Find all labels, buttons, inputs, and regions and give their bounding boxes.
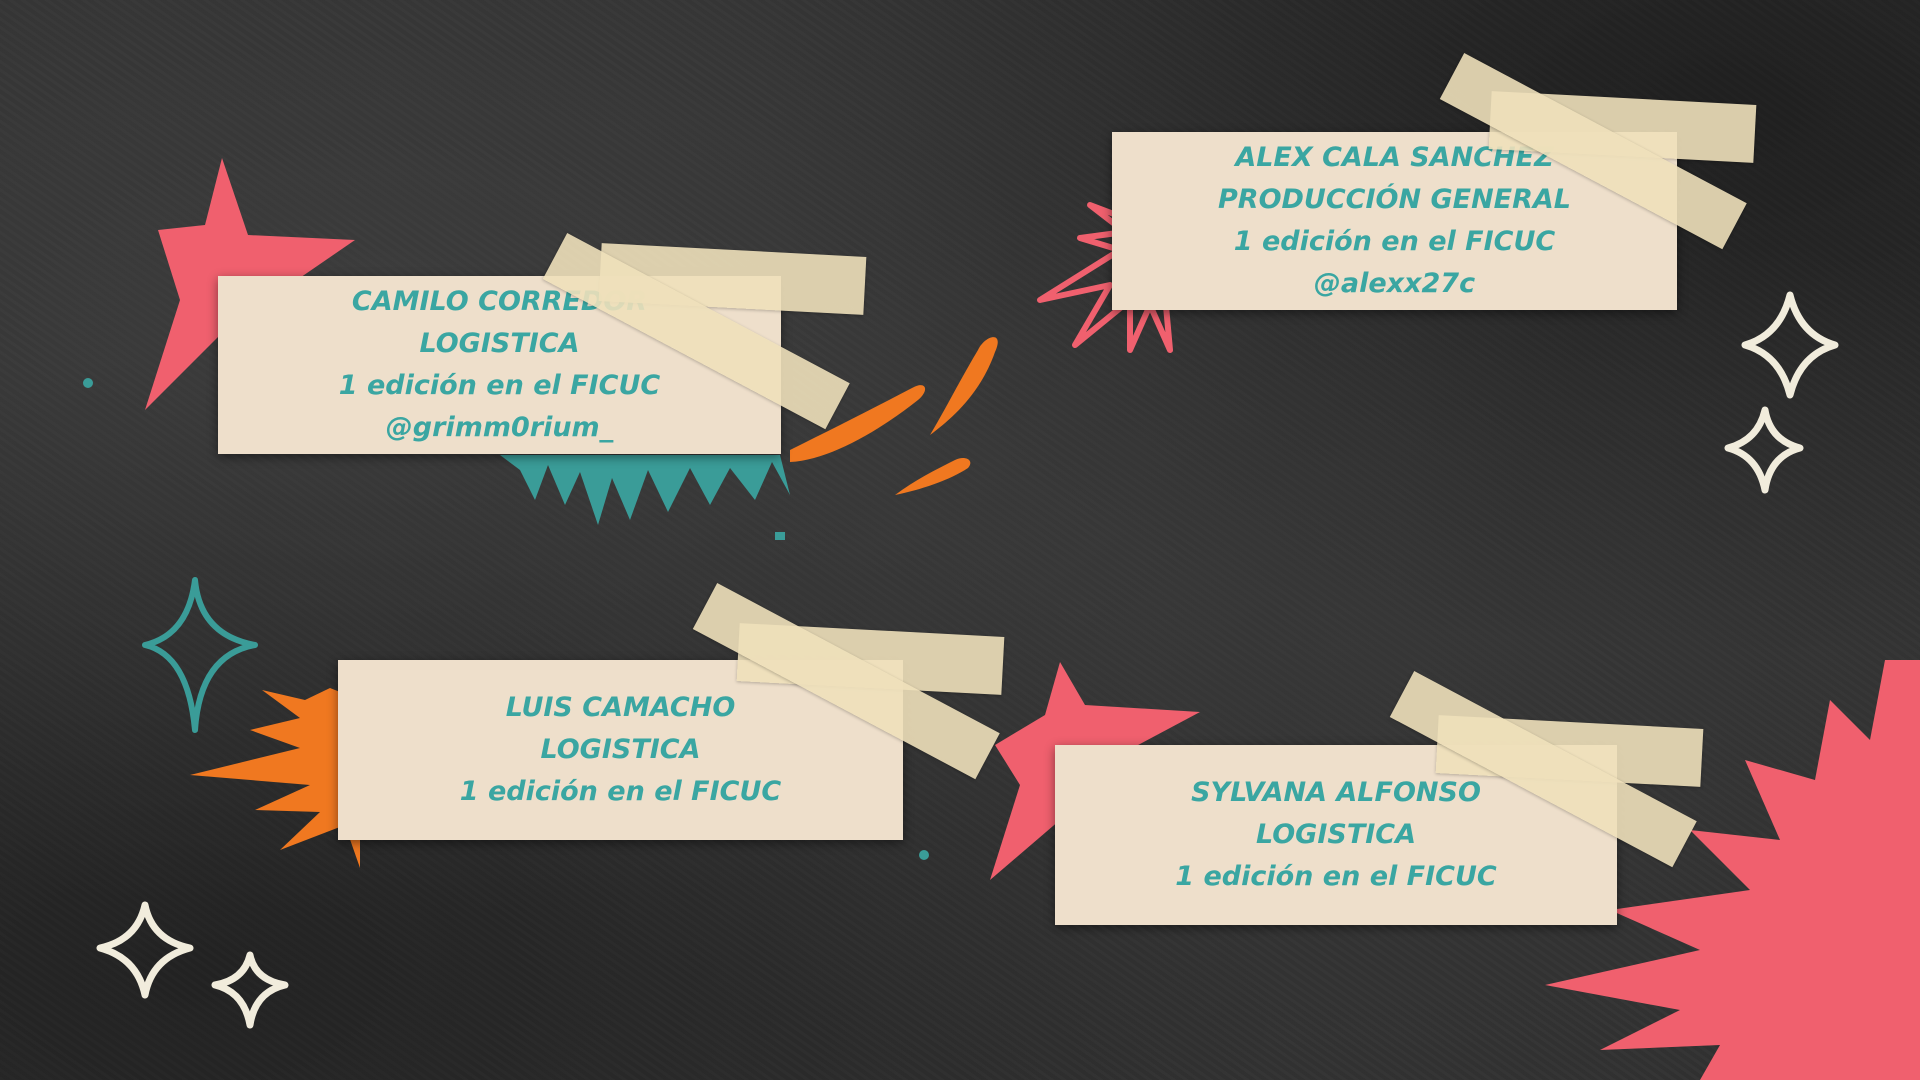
card-edition: 1 edición en el FICUC: [459, 776, 782, 807]
orange-burst-icon: [190, 688, 360, 868]
teal-splash-icon: [500, 455, 790, 525]
card-handle: @alexx27c: [1313, 268, 1476, 299]
card-edition: 1 edición en el FICUC: [1233, 226, 1556, 257]
card-name: LUIS CAMACHO: [505, 692, 736, 723]
card-role: LOGISTICA: [419, 328, 580, 359]
teal-sparkle-icon: [142, 577, 258, 733]
orange-drops-icon: [790, 337, 998, 495]
coral-starburst-icon: [1545, 660, 1920, 1080]
card-handle: @grimm0rium_: [385, 412, 614, 443]
sparkle-icon: [1724, 291, 1839, 494]
card-role: PRODUCCIÓN GENERAL: [1217, 184, 1572, 215]
card-name: SYLVANA ALFONSO: [1191, 777, 1481, 808]
card-role: LOGISTICA: [1255, 819, 1417, 850]
card-edition: 1 edición en el FICUC: [338, 370, 661, 401]
card-edition: 1 edición en el FICUC: [1175, 861, 1497, 892]
sparkle-icon: [96, 901, 289, 1029]
card-role: LOGISTICA: [540, 734, 701, 765]
